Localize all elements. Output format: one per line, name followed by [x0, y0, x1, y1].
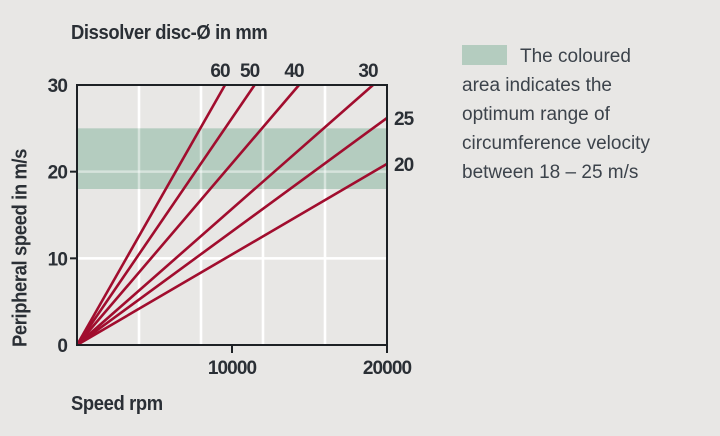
- chart-title: Dissolver disc-Ø in mm: [71, 22, 268, 44]
- legend-color-swatch: [462, 45, 507, 65]
- x-tick-label: 10000: [208, 358, 257, 379]
- series-line-disc-20mm: [76, 162, 388, 347]
- plot-frame: [76, 84, 388, 346]
- legend-text: between 18 – 25 m/s: [462, 162, 639, 183]
- y-axis-title: Peripheral speed in m/s: [9, 148, 32, 348]
- x-axis-title: Speed rpm: [71, 393, 163, 415]
- legend-line: The coloured: [462, 42, 686, 71]
- optimum-range-band: [78, 128, 386, 189]
- y-tick-label: 30: [48, 76, 68, 97]
- x-tick-label: 20000: [363, 358, 412, 379]
- y-tick-label: 0: [57, 336, 67, 357]
- series-line-disc-50mm: [75, 84, 256, 346]
- disc-diameter-label: 50: [240, 61, 260, 82]
- series-line-disc-30mm: [76, 84, 374, 346]
- legend-text: circumference velocity: [462, 133, 650, 154]
- y-tick-label: 10: [48, 249, 68, 270]
- speed-line-label: 25: [394, 109, 415, 130]
- y-tick-label: 20: [48, 163, 68, 184]
- disc-diameter-label: 30: [358, 61, 378, 82]
- legend-text: The coloured: [520, 46, 631, 67]
- legend-text: optimum range of: [462, 104, 610, 125]
- series-line-disc-40mm: [76, 84, 301, 346]
- legend: The coloured area indicates the optimum …: [462, 42, 686, 187]
- speed-line-label: 20: [394, 155, 414, 176]
- series-line-disc-60mm: [75, 84, 227, 346]
- series-line-disc-25mm: [76, 116, 388, 347]
- legend-text: area indicates the: [462, 75, 612, 96]
- disc-diameter-label: 40: [284, 61, 304, 82]
- disc-diameter-label: 60: [210, 61, 230, 82]
